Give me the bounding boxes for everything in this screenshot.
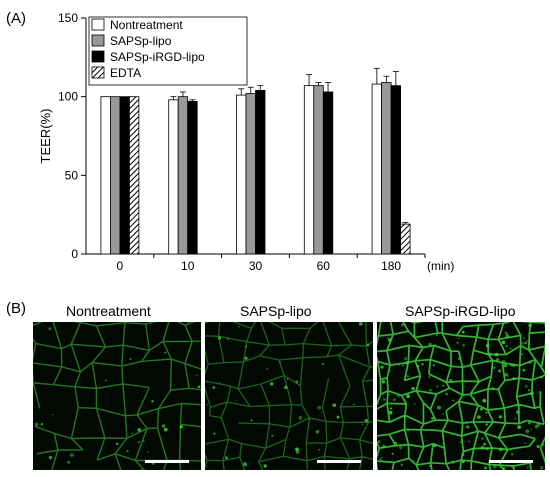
- micrograph-sapsp-lipo-image: [205, 322, 373, 470]
- x-unit-label: (min): [427, 259, 454, 273]
- legend-swatch: [91, 66, 105, 79]
- legend-box: [88, 16, 248, 86]
- bar: [119, 96, 130, 255]
- bar: [313, 85, 324, 255]
- micrograph-sapsp-irgd-lipo-image: [377, 322, 545, 470]
- micrograph-title-nontreatment: Nontreatment: [66, 303, 151, 319]
- micrograph-title-sapsp-lipo: SAPSp-lipo: [240, 303, 312, 319]
- bar: [168, 99, 179, 255]
- cell-membrane-network: [33, 322, 201, 470]
- bar: [187, 100, 198, 255]
- x-tick-label: 0: [117, 259, 124, 273]
- y-axis-label: TEER(%): [38, 109, 53, 164]
- bar: [381, 82, 392, 255]
- x-tick-label: 180: [381, 259, 401, 273]
- bar: [236, 94, 247, 255]
- legend-label: Nontreatment: [110, 18, 183, 32]
- cell-membrane-network: [205, 322, 373, 470]
- bar: [128, 96, 140, 255]
- scale-bar: [317, 460, 361, 463]
- scale-bar: [489, 460, 533, 463]
- scale-bar: [145, 460, 189, 463]
- y-tick-label: 50: [65, 168, 79, 182]
- micrograph-sapsp-lipo: [205, 322, 373, 470]
- micrograph-sapsp-irgd-lipo: [377, 322, 545, 470]
- bar: [110, 96, 121, 255]
- bar: [100, 96, 111, 255]
- x-tick-label: 60: [317, 259, 331, 273]
- panel-label-b: (B): [6, 300, 26, 317]
- legend-swatch: [91, 18, 105, 31]
- bar: [177, 96, 189, 255]
- bar: [255, 89, 266, 255]
- bar: [390, 85, 402, 255]
- y-tick-label: 0: [71, 247, 78, 261]
- micrograph-nontreatment: [33, 322, 201, 470]
- bar: [400, 223, 411, 255]
- y-tick-label: 100: [58, 90, 78, 104]
- micrograph-nontreatment-image: [33, 322, 201, 470]
- bar: [322, 91, 334, 255]
- cell-membrane-network: [377, 322, 545, 470]
- teer-bar-chart: 0 50 100 150 TEER(%) 0 10 30 60 180 (min) Nontreatm…: [38, 11, 454, 273]
- bar: [371, 83, 383, 255]
- legend-label: EDTA: [110, 66, 141, 80]
- legend-swatch: [91, 50, 105, 63]
- x-tick-label: 30: [249, 259, 263, 273]
- bar: [245, 93, 256, 255]
- legend-label: SAPSp-iRGD-lipo: [110, 50, 205, 64]
- panel-label-a: (A): [6, 10, 26, 27]
- bar: [303, 85, 315, 255]
- micrograph-title-sapsp-irgd-lipo: SAPSp-iRGD-lipo: [405, 303, 516, 319]
- legend-swatch: [91, 34, 105, 47]
- x-tick-label: 10: [181, 259, 195, 273]
- y-tick-label: 150: [58, 11, 78, 25]
- legend-label: SAPSp-lipo: [110, 34, 172, 48]
